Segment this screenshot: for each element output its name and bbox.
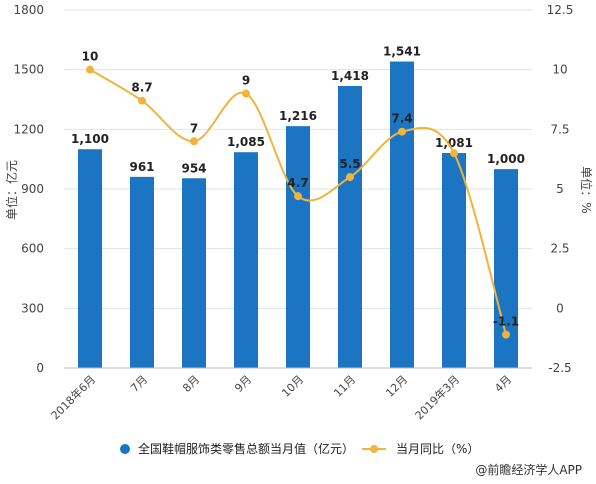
legend: 全国鞋帽服饰类零售总额当月值（亿元） 当月同比（%） <box>120 441 479 456</box>
y-tick-label-left: 1500 <box>13 63 44 77</box>
bar <box>286 126 310 368</box>
x-tick-label: 10月 <box>279 373 306 400</box>
line-point <box>398 127 406 136</box>
bar-value-label: 1,100 <box>71 132 109 146</box>
y-tick-label-right: -2.5 <box>548 361 571 375</box>
y-tick-label-right: 2.5 <box>550 242 569 256</box>
x-tick-label: 11月 <box>331 373 358 400</box>
y-tick-label-right: 5 <box>556 182 564 196</box>
legend-bar-label: 全国鞋帽服饰类零售总额当月值（亿元） <box>138 441 354 456</box>
y-axis-title-right: 单位：% <box>579 166 594 213</box>
line-value-label: 4.7 <box>287 176 308 190</box>
y-axis-left: 0 300 600 900 1200 1500 1800 <box>13 3 44 375</box>
bar <box>390 61 414 369</box>
line-point <box>346 173 354 182</box>
y-tick-label-left: 0 <box>36 361 44 375</box>
y-tick-label-left: 900 <box>21 182 44 196</box>
bar-value-label: 954 <box>181 161 206 175</box>
bar-value-label: 1,000 <box>487 152 525 166</box>
bar-series: 1,100 961 954 1,085 1,216 1,418 1,541 1,081 1,00… <box>71 45 525 369</box>
x-axis: 2018年6月 7月 8月 9月 10月 11月 12月 2019年3月 4月 <box>48 367 532 422</box>
line-value-label: 10 <box>82 50 99 64</box>
x-tick-label: 12月 <box>383 373 410 400</box>
line-value-label: 5.5 <box>339 157 360 171</box>
bar-value-label: 961 <box>129 160 154 174</box>
line-point <box>190 137 198 146</box>
bar <box>182 178 206 368</box>
x-tick-label: 4月 <box>492 373 514 395</box>
line-point <box>242 89 250 98</box>
line-value-label: 9 <box>242 74 250 88</box>
x-tick-label: 2019年3月 <box>412 372 462 422</box>
line-value-label: 7.4 <box>391 112 412 126</box>
y-axis-title-left: 单位：亿元 <box>4 160 19 220</box>
legend-bar-marker <box>120 444 130 454</box>
line-point <box>138 96 146 105</box>
bar <box>234 152 258 368</box>
x-tick-label: 8月 <box>180 373 202 395</box>
y-axis-right: -2.5 0 2.5 5 7.5 10 12.5 <box>547 3 574 375</box>
line-point <box>450 149 458 158</box>
source-credit: @前瞻经济学人APP <box>475 463 582 477</box>
y-tick-label-right: 12.5 <box>547 3 574 17</box>
y-tick-label-right: 7.5 <box>550 122 569 136</box>
y-tick-label-left: 600 <box>21 242 44 256</box>
line-point <box>502 330 510 339</box>
line-point <box>294 192 302 201</box>
legend-line-label: 当月同比（%） <box>396 442 479 456</box>
bar-value-label: 1,081 <box>435 136 473 150</box>
y-tick-label-left: 300 <box>21 301 44 315</box>
x-tick-label: 2018年6月 <box>48 372 98 422</box>
y-tick-label-left: 1800 <box>13 3 44 17</box>
bar <box>78 149 102 368</box>
bar-value-label: 1,541 <box>383 45 421 59</box>
y-tick-label-right: 10 <box>552 63 567 77</box>
bar-value-label: 1,418 <box>331 69 369 83</box>
bar <box>130 176 154 368</box>
line-series: 10 8.7 7 9 4.7 5.5 7.4 -1.1 <box>82 50 519 339</box>
line-value-label: -1.1 <box>493 315 519 329</box>
x-tick-label: 9月 <box>232 373 254 395</box>
y-tick-label-left: 1200 <box>13 122 44 136</box>
bar <box>338 85 362 368</box>
x-tick-label: 7月 <box>128 373 150 395</box>
line-value-label: 7 <box>190 121 198 135</box>
legend-line-dot <box>370 445 378 453</box>
line-value-label: 8.7 <box>131 81 152 95</box>
line-point <box>86 65 94 74</box>
bar <box>442 153 466 368</box>
bar-value-label: 1,216 <box>279 109 317 123</box>
y-tick-label-right: 0 <box>556 301 564 315</box>
bar-value-label: 1,085 <box>227 135 265 149</box>
